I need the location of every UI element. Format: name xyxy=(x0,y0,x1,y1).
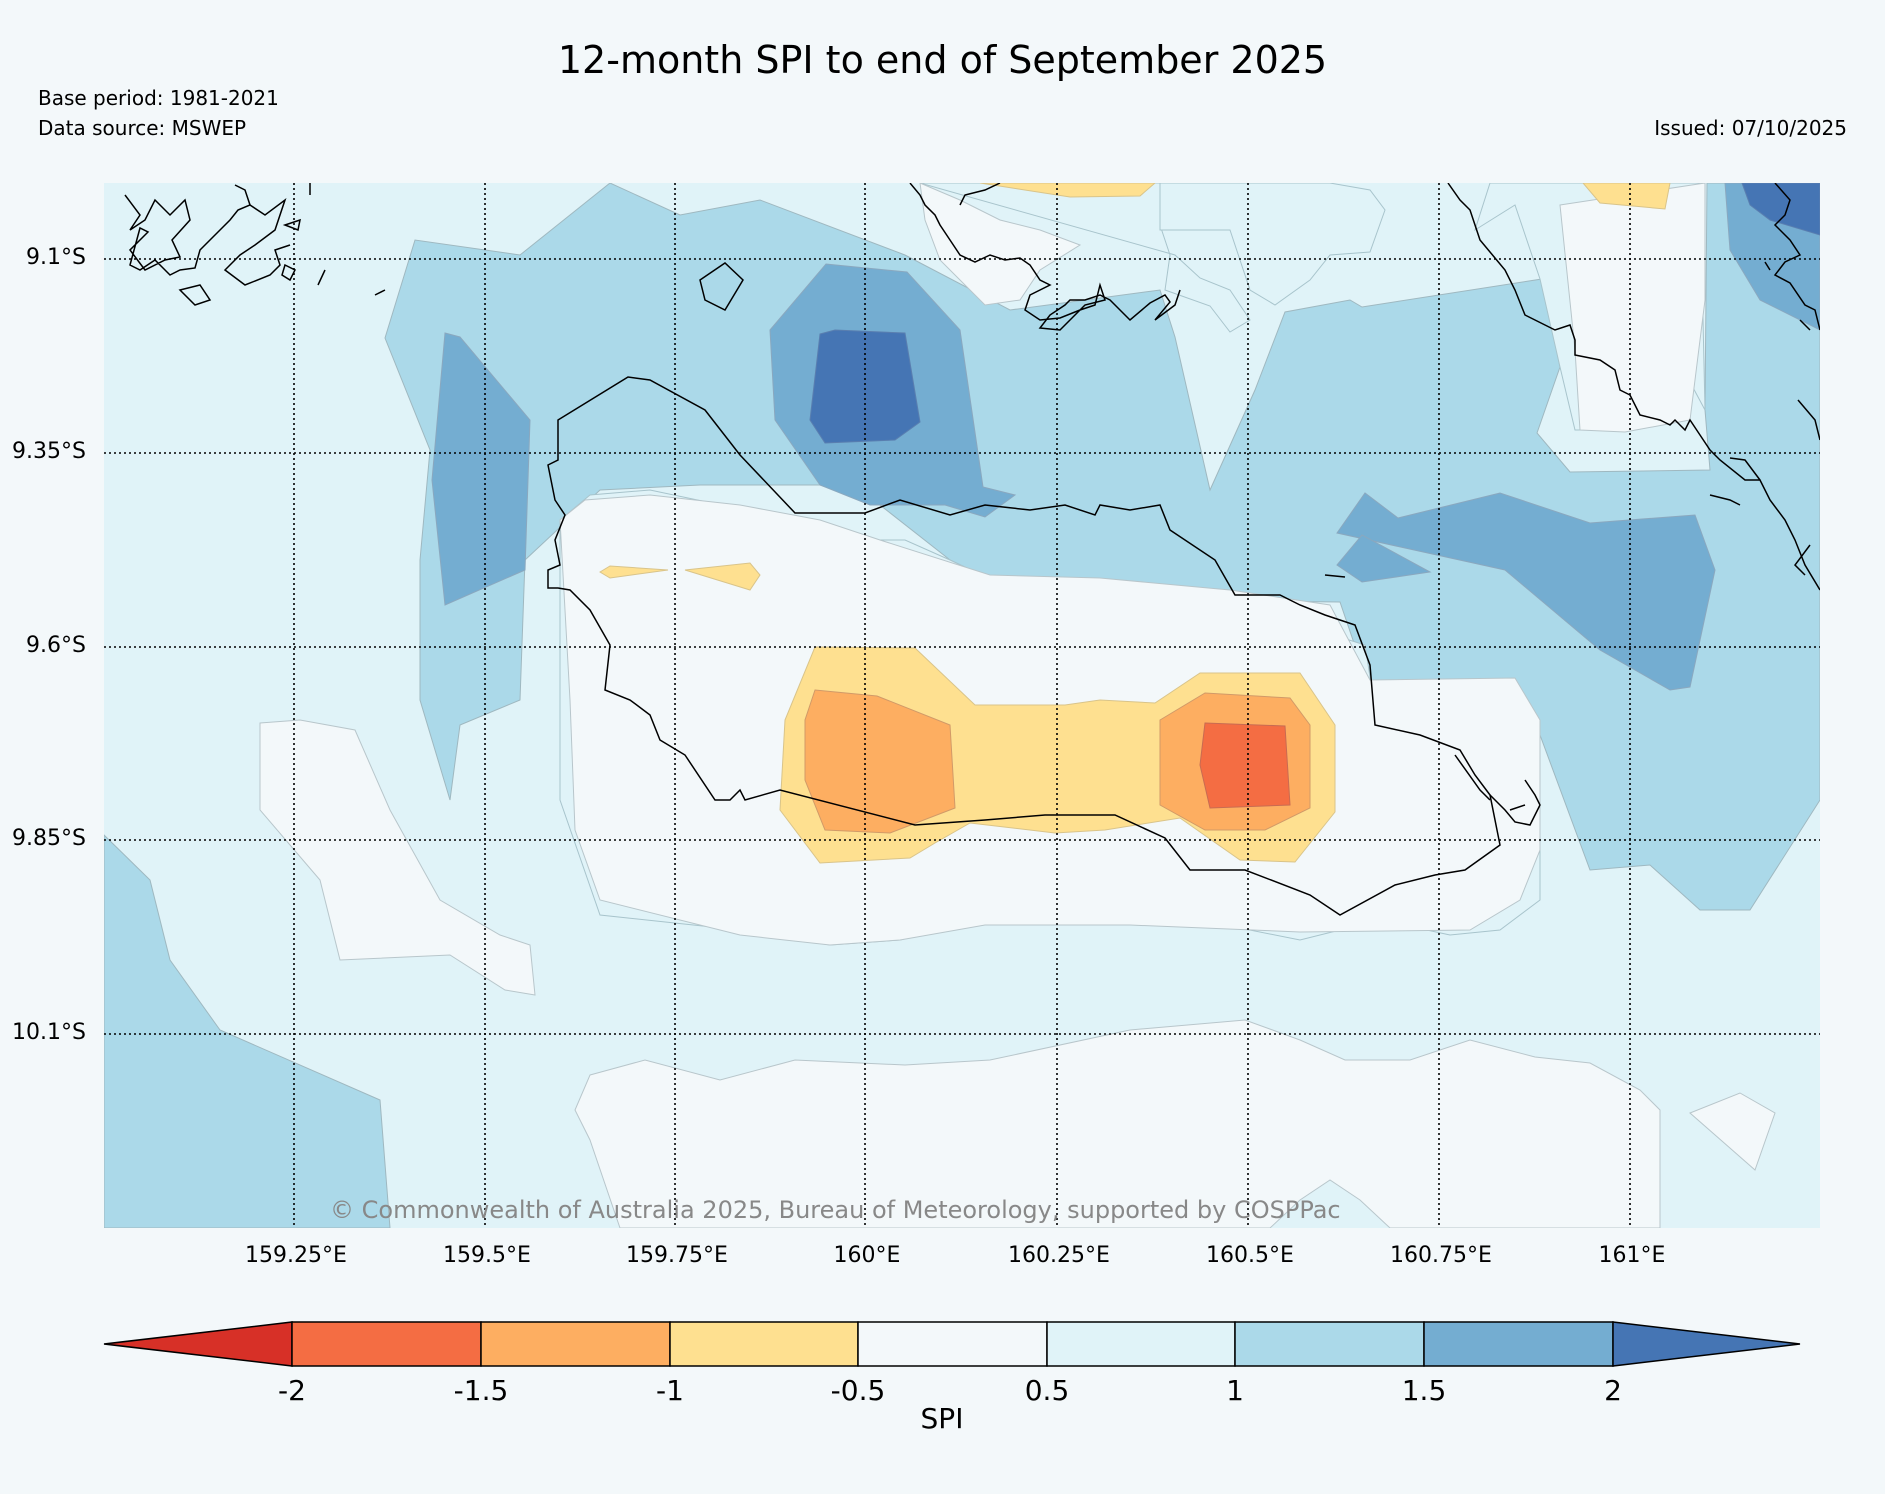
coastline-island-main xyxy=(547,376,1501,916)
contour-region-near-normal-se xyxy=(1689,1092,1776,1171)
coastlines xyxy=(124,183,1820,916)
base-period: Base period: 1981-2021 xyxy=(38,86,279,110)
coastline-islet-se xyxy=(1454,754,1541,826)
coastline-islet-6 xyxy=(281,263,297,282)
colorbar-swatch-1.5-2 xyxy=(1423,1321,1614,1367)
contour-region-near-normal-sw xyxy=(259,719,536,996)
lat-label-9.6: 9.6°S xyxy=(26,633,86,658)
lon-label-160.25: 160.25°E xyxy=(1008,1243,1110,1268)
lon-label-160.5: 160.5°E xyxy=(1206,1243,1294,1268)
colorbar-tick-label: -1.5 xyxy=(453,1374,509,1407)
colorbar-swatch-1-0.5 xyxy=(669,1321,859,1367)
coastline-islet-1 xyxy=(178,284,212,306)
colorbar-tick-label: -0.5 xyxy=(830,1374,886,1407)
copyright-notice: © Commonwealth of Australia 2025, Bureau… xyxy=(330,1196,1341,1224)
lon-label-159.25: 159.25°E xyxy=(245,1243,347,1268)
coastline-islands-nw2 xyxy=(223,197,291,286)
lat-label-9.35: 9.35°S xyxy=(12,439,86,464)
colorbar-swatch-1-1.5 xyxy=(1234,1321,1425,1367)
colorbar-tick-label: -2 xyxy=(278,1374,306,1407)
lat-label-10.1: 10.1°S xyxy=(12,1020,86,1045)
contour-region-dry-small-2 xyxy=(684,562,761,591)
coastline-island-north-2 xyxy=(959,183,1001,206)
coastline-islands-nw xyxy=(124,184,251,276)
data-source: Data source: MSWEP xyxy=(38,116,247,140)
contour-region-dry-1-1.5-west xyxy=(804,689,956,834)
coastline-dash-2 xyxy=(1764,261,1771,271)
coastline-islets-ne xyxy=(1773,183,1820,331)
contour-region-1.5-2-small xyxy=(1336,534,1432,583)
coastline-dash-1 xyxy=(1324,574,1346,578)
coastline-islet-4 xyxy=(317,269,326,286)
contour-region-dry-small-1 xyxy=(599,565,669,579)
lon-label-159.5: 159.5°E xyxy=(443,1243,531,1268)
contour-region-1.5-2-east xyxy=(1336,492,1716,691)
colorbar-swatch-below-2 xyxy=(103,1321,293,1367)
colorbar-swatch-0.5-1 xyxy=(1046,1321,1236,1367)
colorbar-tick-label: 1 xyxy=(1226,1374,1244,1407)
colorbar xyxy=(103,1321,1801,1367)
contour-region-near-normal-n xyxy=(919,183,1082,306)
contour-region-1.5-2-west xyxy=(431,332,531,606)
lon-label-161: 161°E xyxy=(1598,1243,1666,1268)
colorbar-tick-label: 1.5 xyxy=(1401,1374,1447,1407)
map-fill xyxy=(104,183,1820,1228)
contour-region-dry-n2 xyxy=(1582,183,1671,210)
coastline-island-small-n xyxy=(699,262,744,311)
coastline-east-edge xyxy=(1794,319,1820,576)
coastline-island-east-2 xyxy=(1709,457,1761,506)
colorbar-swatch-1.5-1 xyxy=(480,1321,671,1367)
lon-label-160.75: 160.75°E xyxy=(1390,1243,1492,1268)
colorbar-tick-label: -1 xyxy=(656,1374,684,1407)
contour-region-near-normal-ne xyxy=(1559,183,1706,433)
contour-region-above-2-ne xyxy=(1741,183,1820,236)
contour-region-near-normal-s xyxy=(574,1019,1661,1228)
map-title: 12-month SPI to end of September 2025 xyxy=(557,38,1328,82)
contour-region-1-1.5-sw xyxy=(104,834,391,1228)
coastline-island-east xyxy=(1447,183,1820,591)
gridlines xyxy=(104,183,1820,1228)
contour-region-dry-n1 xyxy=(979,183,1156,198)
colorbar-swatch-near-normal xyxy=(857,1321,1048,1367)
contour-region-dry-1.5-2 xyxy=(1199,722,1291,809)
lon-label-159.75: 159.75°E xyxy=(626,1243,728,1268)
colorbar-swatch-2-1.5 xyxy=(291,1321,482,1367)
lon-label-160: 160°E xyxy=(833,1243,901,1268)
colorbar-title: SPI xyxy=(920,1402,964,1435)
lat-label-9.85: 9.85°S xyxy=(12,826,86,851)
lat-label-9.1: 9.1°S xyxy=(26,245,86,270)
coastline-islet-5 xyxy=(374,289,386,296)
colorbar-tick-label: 0.5 xyxy=(1024,1374,1070,1407)
contour-region-0.5-1-n2 xyxy=(1159,183,1386,306)
coastline-islet-2 xyxy=(282,218,301,232)
map-metadata: Base period: 1981-2021 Data source: MSWE… xyxy=(38,83,279,143)
colorbar-tick-label: 2 xyxy=(1604,1374,1622,1407)
colorbar-swatch-above-2 xyxy=(1612,1321,1801,1367)
contour-region-above-2 xyxy=(809,329,921,444)
issued-date: Issued: 07/10/2025 xyxy=(1654,116,1847,140)
coastline-island-north xyxy=(909,183,1181,331)
